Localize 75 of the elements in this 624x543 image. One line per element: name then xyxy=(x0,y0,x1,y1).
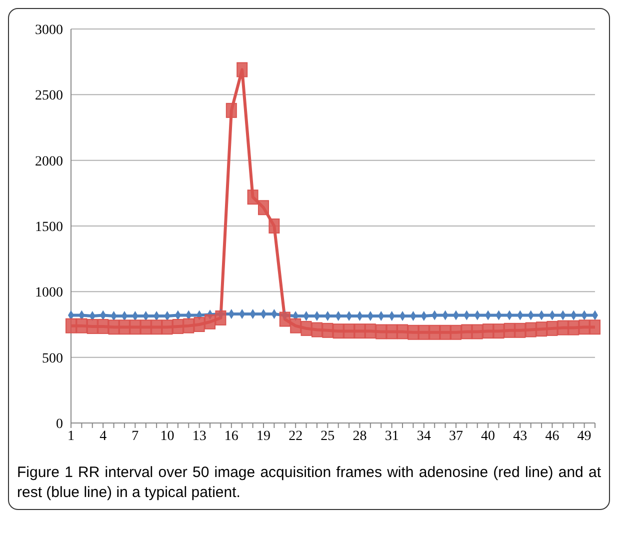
point xyxy=(172,318,184,334)
point xyxy=(450,324,462,340)
x-tick-label: 46 xyxy=(545,428,560,444)
point xyxy=(354,324,366,339)
x-tick-label: 7 xyxy=(132,428,139,444)
x-tick-label: 19 xyxy=(256,428,270,444)
point xyxy=(322,322,334,338)
y-tick-label: 2500 xyxy=(35,88,63,104)
point xyxy=(514,322,526,338)
point xyxy=(226,102,237,118)
point xyxy=(493,324,504,339)
x-tick-label: 4 xyxy=(100,428,107,444)
point xyxy=(397,324,408,340)
point xyxy=(290,318,302,334)
point xyxy=(215,310,226,326)
x-tick-label: 28 xyxy=(352,428,367,444)
point xyxy=(482,324,494,339)
point xyxy=(461,324,472,340)
point xyxy=(525,322,536,338)
x-tick-label: 31 xyxy=(384,428,399,444)
y-tick-label: 2000 xyxy=(35,154,63,170)
point xyxy=(472,324,483,340)
x-tick-label: 16 xyxy=(224,428,238,444)
x-tick-label: 43 xyxy=(513,428,528,444)
point xyxy=(440,324,451,340)
point xyxy=(268,218,280,234)
x-tick-label: 40 xyxy=(481,428,496,444)
point xyxy=(557,320,568,336)
point xyxy=(344,324,355,339)
point xyxy=(86,318,98,334)
point xyxy=(546,320,558,336)
x-tick-label: 37 xyxy=(448,428,463,444)
x-tick-label: 25 xyxy=(320,428,335,444)
point xyxy=(130,320,141,335)
point xyxy=(376,324,387,340)
point xyxy=(140,320,152,335)
point xyxy=(300,320,312,336)
x-tick-label: 22 xyxy=(288,428,303,444)
point xyxy=(236,62,248,78)
caption: Figure 1 RR interval over 50 image acquisition frames with adenosine (red line) and at rest (blue line) in a typical patient. xyxy=(16,463,602,503)
point xyxy=(418,324,430,340)
y-tick-label: 3000 xyxy=(35,22,63,38)
point xyxy=(76,318,88,334)
point xyxy=(194,317,205,332)
point xyxy=(332,324,344,339)
point xyxy=(247,190,258,205)
point xyxy=(364,324,376,339)
x-tick-label: 1 xyxy=(68,428,74,444)
point xyxy=(578,320,590,335)
point xyxy=(98,318,109,334)
point xyxy=(204,314,216,330)
point xyxy=(386,324,398,340)
point xyxy=(536,322,548,337)
x-tick-label: 49 xyxy=(577,428,592,444)
point xyxy=(151,320,162,335)
point xyxy=(279,312,290,327)
y-tick-label: 0 xyxy=(56,416,63,432)
point xyxy=(311,322,322,338)
point xyxy=(258,200,269,216)
x-tick-label: 34 xyxy=(416,428,431,444)
point xyxy=(162,320,173,335)
point xyxy=(504,322,515,338)
point xyxy=(429,324,440,340)
point xyxy=(118,320,130,335)
point xyxy=(66,318,76,334)
x-tick-label: 13 xyxy=(192,428,206,444)
point xyxy=(590,320,600,335)
y-tick-label: 1000 xyxy=(35,286,63,301)
point xyxy=(568,320,580,336)
point xyxy=(108,320,120,335)
point xyxy=(183,318,194,334)
y-tick-label: 500 xyxy=(42,351,63,366)
x-tick-label: 10 xyxy=(160,428,174,444)
y-tick-label: 1500 xyxy=(35,220,63,235)
point xyxy=(408,324,419,340)
